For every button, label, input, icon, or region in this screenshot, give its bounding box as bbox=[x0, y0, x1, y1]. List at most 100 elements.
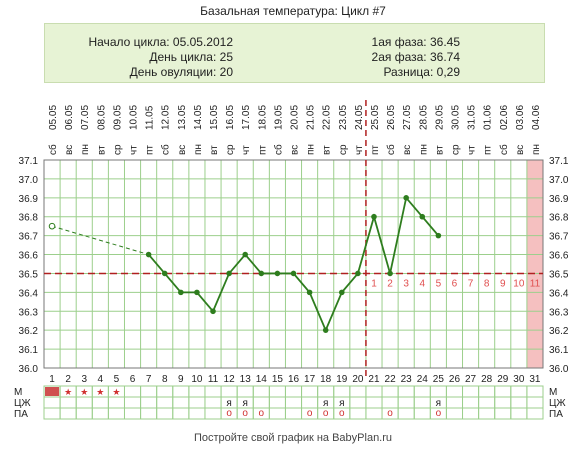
day-number: 5 bbox=[114, 374, 120, 385]
cycle-start-text: Начало цикла: 05.05.2012 bbox=[88, 35, 233, 49]
weekday-label: ср bbox=[225, 144, 236, 155]
y-tick-left: 36.7 bbox=[19, 232, 39, 243]
day-number: 4 bbox=[98, 374, 104, 385]
temperature-point bbox=[194, 289, 200, 296]
temperature-point bbox=[210, 308, 216, 315]
row-cell bbox=[91, 396, 109, 409]
row-cell bbox=[445, 407, 464, 420]
temperature-point bbox=[371, 213, 377, 220]
phase1-text: 1ая фаза: 36.45 bbox=[371, 35, 460, 49]
weekday-label: пт bbox=[483, 145, 494, 155]
temperature-point bbox=[178, 289, 184, 296]
weekday-label: вт bbox=[322, 145, 333, 155]
row-cell bbox=[59, 407, 77, 420]
date-label: 06.05 bbox=[64, 105, 75, 130]
footer-link[interactable]: Постройте свой график на BabyPlan.ru bbox=[193, 432, 393, 444]
y-tick-left: 36.9 bbox=[19, 194, 39, 205]
temperature-point bbox=[161, 270, 168, 277]
date-label: 05.05 bbox=[48, 105, 59, 130]
row-cell bbox=[284, 385, 303, 398]
row-cell bbox=[526, 407, 544, 420]
y-tick-right: 36.5 bbox=[549, 269, 569, 280]
y-tick-left: 36.3 bbox=[19, 307, 39, 318]
date-label: 31.05 bbox=[467, 105, 478, 130]
row-cell bbox=[317, 385, 335, 398]
temperature-point bbox=[274, 270, 281, 277]
date-label: 19.05 bbox=[273, 105, 284, 130]
weekday-label: вс bbox=[64, 145, 75, 155]
row-cell bbox=[188, 407, 206, 420]
row-cell bbox=[301, 396, 319, 409]
day-number: 2 bbox=[65, 374, 71, 385]
day-number: 26 bbox=[449, 374, 461, 385]
date-label: 11.05 bbox=[145, 105, 156, 130]
y-tick-right: 36.9 bbox=[549, 194, 569, 205]
cm-mark: я bbox=[226, 398, 231, 409]
day-number: 18 bbox=[320, 374, 332, 385]
day-number: 21 bbox=[368, 374, 380, 385]
weekday-label: вт bbox=[434, 145, 445, 155]
date-label: 02.06 bbox=[499, 105, 510, 130]
date-label: 10.05 bbox=[129, 105, 140, 130]
intercourse-mark: о bbox=[339, 408, 345, 419]
day-number: 7 bbox=[146, 374, 152, 385]
y-tick-left: 36.0 bbox=[19, 364, 39, 375]
cm-mark: я bbox=[436, 398, 441, 409]
date-label: 25.05 bbox=[370, 105, 381, 130]
row-cell bbox=[365, 407, 383, 420]
row-cell bbox=[107, 407, 125, 420]
row-cell bbox=[365, 385, 383, 398]
day-number: 30 bbox=[513, 374, 525, 385]
date-label: 18.05 bbox=[257, 105, 268, 130]
row-cell bbox=[43, 396, 61, 409]
row-cell bbox=[188, 385, 206, 398]
day-number: 13 bbox=[240, 374, 252, 385]
day-number: 27 bbox=[465, 374, 477, 385]
row-cell bbox=[462, 385, 480, 398]
plot-border bbox=[43, 159, 544, 369]
y-tick-left: 36.8 bbox=[19, 213, 39, 224]
cm-mark: я bbox=[242, 398, 247, 409]
luteal-day-number: 5 bbox=[436, 278, 442, 289]
date-label: 22.05 bbox=[322, 105, 333, 130]
weekday-label: ср bbox=[112, 144, 123, 155]
row-cell bbox=[172, 396, 190, 409]
date-label: 03.06 bbox=[515, 105, 526, 130]
luteal-day-number: 2 bbox=[387, 278, 393, 289]
y-tick-right: 36.0 bbox=[549, 364, 569, 375]
date-label: 13.05 bbox=[177, 105, 188, 130]
day-number: 31 bbox=[529, 374, 541, 385]
temperature-point bbox=[435, 232, 442, 239]
date-label: 26.05 bbox=[386, 105, 397, 130]
date-label: 24.05 bbox=[354, 105, 365, 130]
date-label: 21.05 bbox=[306, 105, 317, 130]
date-label: 28.05 bbox=[418, 105, 429, 130]
row-label-right: ЦЖ bbox=[549, 398, 566, 409]
period-star-icon: ★ bbox=[64, 387, 72, 397]
weekday-label: чт bbox=[241, 145, 252, 155]
row-cell bbox=[252, 396, 270, 409]
day-number: 8 bbox=[162, 374, 168, 385]
temperature-point bbox=[48, 222, 56, 230]
row-cell bbox=[204, 385, 222, 398]
luteal-day-number: 6 bbox=[452, 278, 458, 289]
row-cell bbox=[172, 385, 190, 398]
row-cell bbox=[478, 407, 496, 420]
weekday-label: ср bbox=[450, 144, 461, 155]
row-cell bbox=[140, 407, 158, 420]
y-tick-right: 36.1 bbox=[549, 345, 569, 356]
temperature-gap-line bbox=[51, 225, 149, 256]
row-cell bbox=[429, 385, 447, 398]
weekday-label: чт bbox=[129, 145, 140, 155]
row-cell bbox=[494, 385, 512, 398]
y-tick-right: 36.8 bbox=[549, 213, 569, 224]
temperature-point bbox=[403, 195, 409, 201]
row-cell bbox=[172, 407, 190, 420]
row-cell bbox=[397, 396, 415, 409]
row-cell bbox=[365, 396, 383, 409]
day-number: 15 bbox=[272, 374, 284, 385]
weekday-label: пн bbox=[531, 144, 542, 155]
date-label: 12.05 bbox=[161, 105, 172, 130]
temperature-point bbox=[145, 251, 152, 258]
difference-text: Разница: 0,29 bbox=[383, 65, 460, 79]
